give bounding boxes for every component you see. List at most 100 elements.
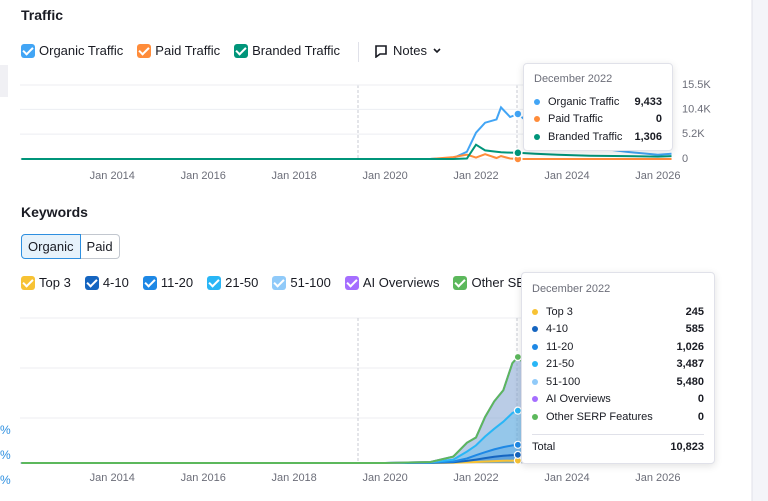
tab[interactable]: Organic — [21, 234, 81, 259]
x-tick-label: Jan 2024 — [544, 170, 589, 182]
legend-label: Top 3 — [39, 275, 71, 290]
legend-item[interactable]: Branded Traffic — [234, 43, 340, 58]
tooltip-row: AI Overviews 0 — [532, 391, 704, 409]
legend-label: 11-20 — [160, 275, 194, 290]
x-tick-label: Jan 2022 — [453, 170, 498, 182]
x-tick-label: Jan 2020 — [362, 472, 407, 484]
tooltip: December 2022 Top 3 245 4-10 585 11-20 1,026 21… — [521, 272, 715, 464]
area-fill — [21, 357, 672, 463]
tooltip-total-label: Total — [532, 441, 556, 454]
checkbox — [344, 275, 359, 290]
tooltip-name: AI Overviews — [546, 393, 611, 406]
checkbox — [142, 275, 157, 290]
tooltip-name: Branded Traffic — [548, 130, 623, 143]
legend-item[interactable]: 4-10 — [84, 275, 129, 290]
x-tick-label: Jan 2018 — [272, 472, 317, 484]
y-tick-label: 0 — [682, 153, 688, 165]
x-tick-label: Jan 2020 — [362, 170, 407, 182]
area-fill — [21, 357, 672, 463]
tooltip-row: Total 10,823 — [532, 439, 704, 457]
tooltip-value: 1,026 — [676, 340, 704, 353]
legend-label: 51-100 — [290, 275, 331, 290]
tooltip-name: 21-50 — [546, 358, 575, 371]
legend-item[interactable]: 51-100 — [272, 275, 331, 290]
tooltip-row: Organic Traffic 9,433 — [534, 93, 662, 111]
side-panel — [752, 0, 768, 501]
y-tick-label: 5.2K — [682, 128, 705, 140]
tooltip-separator — [532, 433, 704, 435]
section-title: Keywords — [21, 204, 88, 220]
notes-button[interactable]: Notes — [374, 43, 442, 58]
side-mark: % — [0, 423, 11, 437]
tooltip-row: Branded Traffic 1,306 — [534, 128, 662, 146]
tooltip-name: Organic Traffic — [548, 95, 620, 108]
legend-item[interactable]: 11-20 — [142, 275, 194, 290]
tooltip-dot — [532, 378, 538, 385]
checkbox — [21, 275, 35, 290]
tooltip-row: 4-10 585 — [532, 321, 704, 339]
chevron — [433, 47, 441, 53]
tooltip-row: 11-20 1,026 — [532, 338, 704, 356]
legend: Organic Traffic Paid Traffic Branded Traff… — [21, 43, 340, 58]
tabs: Organic Paid — [21, 234, 120, 259]
checkbox — [234, 43, 249, 58]
tooltip-dot — [532, 413, 538, 420]
tooltip-name: 11-20 — [546, 340, 574, 353]
legend-label: Paid Traffic — [155, 43, 221, 58]
tooltip-value: 3,487 — [676, 358, 704, 371]
legend-label: Organic Traffic — [39, 43, 124, 58]
tooltip-row: Paid Traffic 0 — [534, 111, 662, 129]
tooltip-dot — [534, 116, 540, 123]
x-tick-label: Jan 2016 — [181, 170, 226, 182]
checkbox — [272, 275, 287, 290]
x-tick-label: Jan 2026 — [635, 472, 680, 484]
tooltip-value: 1,306 — [634, 130, 662, 143]
legend-item[interactable]: Paid Traffic — [137, 43, 220, 58]
separator — [358, 42, 359, 62]
legend-item[interactable]: 21-50 — [207, 275, 258, 290]
tooltip-dot — [534, 133, 540, 140]
tooltip-name: Other SERP Features — [546, 410, 653, 423]
tooltip-value: 585 — [685, 323, 704, 336]
legend-item[interactable]: Top 3 — [21, 275, 71, 290]
section-title: Traffic — [21, 7, 64, 23]
checkbox — [137, 43, 152, 58]
legend-item[interactable]: AI Overviews — [344, 275, 440, 290]
tooltip-value: 0 — [697, 393, 704, 406]
tooltip-row: Other SERP Features 0 — [532, 408, 704, 426]
tab[interactable]: Paid — [80, 234, 120, 259]
tooltip-dot — [534, 98, 540, 105]
tooltip-value: 0 — [655, 113, 662, 126]
tooltip-date: December 2022 — [532, 283, 611, 295]
tooltip-row: Top 3 245 — [532, 303, 704, 321]
x-tick-label: Jan 2024 — [544, 472, 589, 484]
side-mark: % — [0, 448, 11, 462]
area-fill — [21, 357, 672, 463]
tooltip-name: Paid Traffic — [548, 113, 603, 126]
legend-label: Branded Traffic — [252, 43, 341, 58]
area-fill — [21, 444, 672, 463]
hover-dot — [513, 148, 523, 158]
tooltip-value: 9,433 — [634, 95, 662, 108]
area-fill — [21, 410, 672, 463]
notes-label: Notes — [393, 43, 427, 58]
x-tick-label: Jan 2014 — [90, 472, 135, 484]
checkbox — [207, 275, 222, 290]
side-box — [0, 65, 8, 97]
checkbox — [84, 275, 99, 290]
side-marks: % % % — [0, 418, 11, 493]
x-tick-label: Jan 2014 — [90, 170, 135, 182]
legend: Top 3 4-10 11-20 21-50 51-100 AI Overviews Oth… — [21, 275, 598, 290]
tooltip-value: 0 — [697, 410, 704, 423]
legend-label: 4-10 — [102, 275, 129, 290]
legend-label: AI Overviews — [362, 275, 440, 290]
x-tick-label: Jan 2026 — [635, 170, 680, 182]
tooltip-dot — [532, 396, 538, 403]
tooltip-value: 245 — [685, 305, 704, 318]
y-tick-label: 10.4K — [682, 103, 711, 115]
tooltip-name: 51-100 — [546, 375, 581, 388]
legend-item[interactable]: Organic Traffic — [21, 43, 123, 58]
tooltip-dot — [532, 326, 538, 333]
